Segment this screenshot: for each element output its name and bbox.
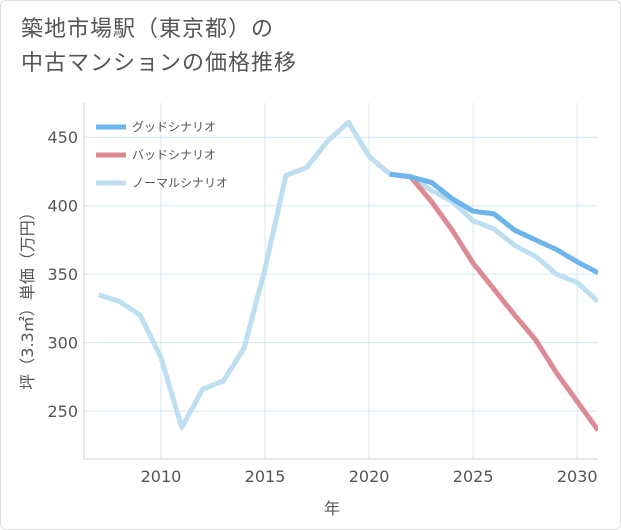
series-lines xyxy=(97,119,598,432)
y-tick-label: 350 xyxy=(47,265,78,284)
legend-label-0: グッドシナリオ xyxy=(132,120,216,134)
x-tick-label: 2015 xyxy=(245,467,286,486)
series-line-2 xyxy=(97,119,598,430)
y-tick-label: 450 xyxy=(47,128,78,147)
y-tick-label: 250 xyxy=(47,402,78,421)
series-line-0 xyxy=(389,171,598,276)
legend-label-2: ノーマルシナリオ xyxy=(132,176,228,190)
series-line-1 xyxy=(389,171,598,432)
y-tick-label: 300 xyxy=(47,334,78,353)
x-axis-title: 年 xyxy=(324,499,340,518)
chart-title: 築地市場駅（東京都）の 中古マンションの価格推移 xyxy=(21,13,297,81)
x-tick-label: 2025 xyxy=(453,467,494,486)
x-tick-label: 2030 xyxy=(557,467,598,486)
legend-label-1: バッドシナリオ xyxy=(132,148,216,162)
axes: 250 300 350 400 450 2010 2015 2020 2025 2030 xyxy=(47,103,598,486)
x-tick-label: 2020 xyxy=(349,467,390,486)
chart-title-line-1: 築地市場駅（東京都）の xyxy=(21,17,275,42)
y-axis-title: 坪（3.3㎡）単価（万円） xyxy=(18,204,37,389)
chart-title-line-2: 中古マンションの価格推移 xyxy=(21,51,298,76)
x-tick-label: 2010 xyxy=(141,467,182,486)
y-tick-label: 400 xyxy=(47,197,78,216)
